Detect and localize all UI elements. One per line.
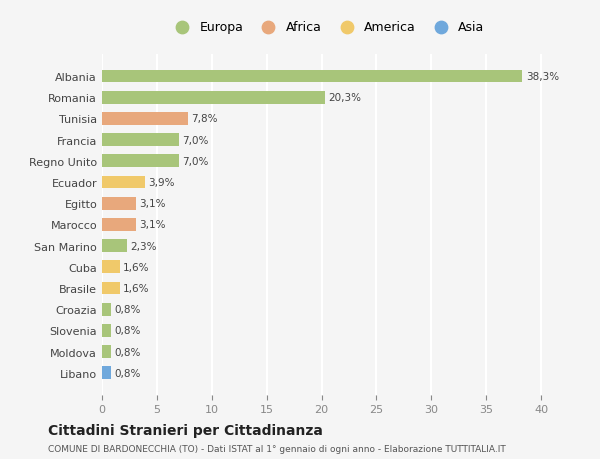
Bar: [102, 176, 145, 189]
Bar: [102, 240, 127, 252]
Bar: [102, 218, 136, 231]
Text: 0,8%: 0,8%: [114, 304, 140, 314]
Bar: [102, 155, 179, 168]
Text: 1,6%: 1,6%: [123, 262, 149, 272]
Text: 0,8%: 0,8%: [114, 347, 140, 357]
Text: Cittadini Stranieri per Cittadinanza: Cittadini Stranieri per Cittadinanza: [48, 423, 323, 437]
Bar: [102, 346, 111, 358]
Bar: [102, 134, 179, 147]
Text: 7,0%: 7,0%: [182, 157, 208, 167]
Text: 1,6%: 1,6%: [123, 283, 149, 293]
Text: 0,8%: 0,8%: [114, 368, 140, 378]
Bar: [102, 113, 188, 125]
Text: COMUNE DI BARDONECCHIA (TO) - Dati ISTAT al 1° gennaio di ogni anno - Elaborazio: COMUNE DI BARDONECCHIA (TO) - Dati ISTAT…: [48, 444, 506, 453]
Text: 7,0%: 7,0%: [182, 135, 208, 146]
Text: 3,9%: 3,9%: [148, 178, 175, 188]
Text: 2,3%: 2,3%: [131, 241, 157, 251]
Bar: [102, 282, 119, 295]
Legend: Europa, Africa, America, Asia: Europa, Africa, America, Asia: [166, 17, 488, 38]
Text: 3,1%: 3,1%: [139, 199, 166, 209]
Text: 7,8%: 7,8%: [191, 114, 217, 124]
Text: 20,3%: 20,3%: [328, 93, 361, 103]
Bar: [102, 92, 325, 104]
Bar: [102, 303, 111, 316]
Text: 38,3%: 38,3%: [526, 72, 559, 82]
Bar: [102, 71, 523, 83]
Text: 0,8%: 0,8%: [114, 326, 140, 336]
Bar: [102, 261, 119, 274]
Text: 3,1%: 3,1%: [139, 220, 166, 230]
Bar: [102, 197, 136, 210]
Bar: [102, 367, 111, 379]
Bar: [102, 325, 111, 337]
